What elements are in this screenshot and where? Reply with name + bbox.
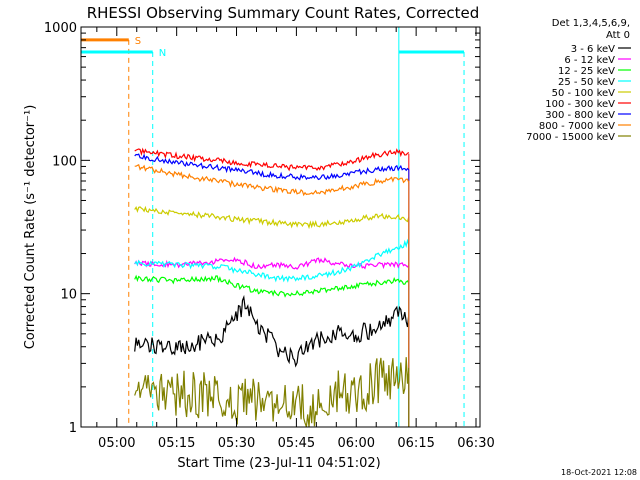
x-tick-label: 05:00 — [98, 436, 135, 451]
y-axis-label: Corrected Count Rate (s⁻¹ detector⁻¹) — [23, 105, 38, 350]
y-tick-label: 1 — [69, 421, 77, 436]
legend-label: 12 - 25 keV — [558, 66, 615, 77]
legend-label: 3 - 6 keV — [571, 44, 615, 55]
x-tick-label: 06:30 — [457, 436, 494, 451]
annotation-label: S — [135, 36, 141, 47]
series-line — [134, 238, 410, 283]
x-tick-label: 05:15 — [158, 436, 195, 451]
legend-label: 25 - 50 keV — [558, 77, 615, 88]
legend-label: 7000 - 15000 keV — [526, 132, 615, 143]
series-line — [134, 163, 410, 197]
x-tick-label: 06:00 — [338, 436, 375, 451]
plot-frame — [80, 26, 481, 428]
y-tick-label: 100 — [52, 154, 77, 169]
x-tick-label: 06:15 — [397, 436, 434, 451]
legend-header-2: Att 0 — [606, 30, 630, 41]
chart-title: RHESSI Observing Summary Count Rates, Co… — [87, 4, 480, 22]
plot-area: SN — [81, 27, 465, 427]
generation-date: 18-Oct-2021 12:08 — [561, 468, 637, 477]
legend-label: 50 - 100 keV — [552, 88, 616, 99]
legend-label: 300 - 800 keV — [545, 110, 615, 121]
legend-label: 800 - 7000 keV — [539, 121, 615, 132]
series-line — [134, 153, 410, 181]
series-line — [134, 357, 410, 427]
legend-label: 6 - 12 keV — [564, 55, 615, 66]
axes: 1 10 100 1000 05:00 05:15 05:30 05:45 06:00 06:15… — [44, 21, 495, 451]
series-line — [134, 294, 410, 368]
y-tick-label: 10 — [60, 288, 77, 303]
x-tick-label: 05:30 — [218, 436, 255, 451]
series-line — [134, 274, 410, 298]
y-tick-label: 1000 — [44, 21, 77, 36]
legend-header-1: Det 1,3,4,5,6,9, — [552, 18, 630, 29]
series-line — [134, 147, 410, 172]
x-axis-label: Start Time (23-Jul-11 04:51:02) — [177, 456, 380, 471]
annotation-label: N — [159, 48, 166, 59]
series-line — [134, 205, 410, 230]
legend-label: 100 - 300 keV — [545, 99, 615, 110]
x-tick-label: 05:45 — [278, 436, 315, 451]
